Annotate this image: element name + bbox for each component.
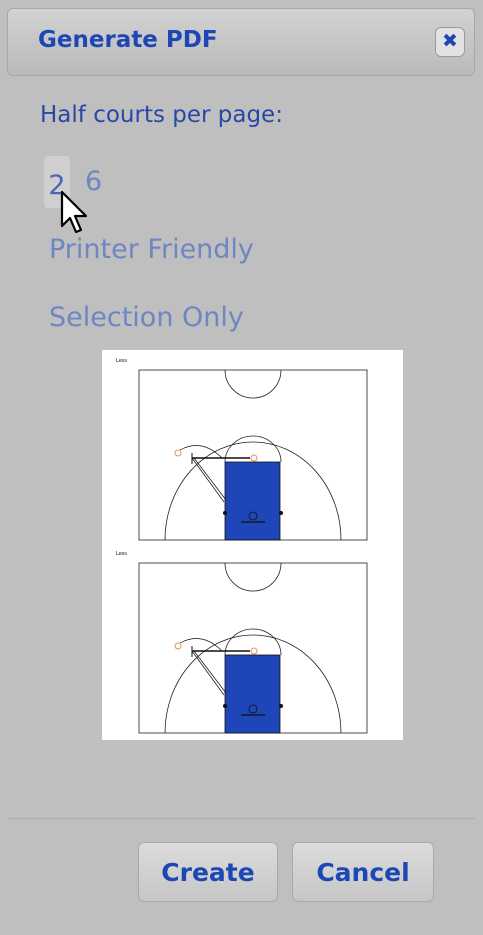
selection-only-toggle[interactable]: Selection Only [49, 302, 244, 333]
dialog-titlebar: Generate PDF ✖ [7, 8, 475, 76]
half-courts-label: Half courts per page: [40, 102, 283, 128]
mouse-cursor-icon [60, 190, 88, 234]
close-button[interactable]: ✖ [435, 27, 465, 57]
half-court-1 [138, 369, 368, 541]
dialog-title: Generate PDF [38, 27, 218, 53]
cancel-button[interactable]: Cancel [292, 842, 434, 902]
close-icon: ✖ [442, 30, 458, 52]
pdf-preview: Less Less [102, 350, 403, 740]
option-6-per-page[interactable]: 6 [85, 166, 103, 197]
half-court-diagrams [138, 369, 368, 734]
half-court-2 [138, 562, 368, 734]
create-button[interactable]: Create [138, 842, 278, 902]
court-title-2: Less [116, 551, 127, 557]
court-title-1: Less [116, 358, 127, 364]
printer-friendly-toggle[interactable]: Printer Friendly [49, 234, 254, 265]
footer-divider [8, 818, 475, 819]
